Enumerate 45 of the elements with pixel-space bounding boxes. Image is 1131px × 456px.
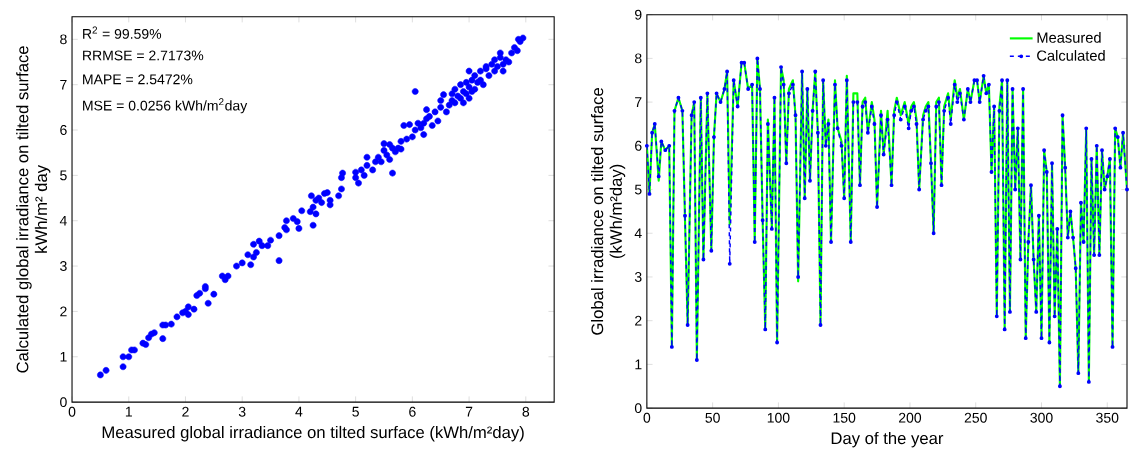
y-axis-title: Calculated global irradiance on tilted surface kWh/m² day	[16, 46, 51, 373]
legend-label: Calculated	[1037, 49, 1105, 61]
y-tick-label: 8	[634, 53, 642, 64]
x-tick-label: 8	[522, 406, 530, 417]
x-tick-label: 5	[352, 406, 359, 417]
annotation: MAPE = 2.5472%	[83, 74, 193, 85]
x-tick-label: 150	[833, 412, 856, 423]
y-tick-label: 0	[60, 397, 67, 408]
x-tick-label: 300	[1030, 412, 1053, 423]
legend-label: Measured	[1037, 32, 1101, 43]
x-tick-label: 4	[295, 406, 303, 417]
y-tick-label: 5	[60, 170, 67, 181]
x-tick-label: 100	[767, 412, 790, 423]
y-tick-label: 9	[635, 9, 642, 20]
x-tick-label: 0	[68, 406, 76, 417]
annotation: MSE = 0.0256 kWh/m$^{2}$day	[83, 98, 248, 114]
y-tick-label: 3	[60, 261, 67, 271]
annotation: RRMSE = 2.7173%	[83, 50, 204, 61]
x-tick-label: 7	[465, 406, 473, 417]
x-axis-title: Measured global irradiance on tilted surface (kWh/m²day)	[102, 425, 524, 442]
annotation: R$^{2}$ = 99.59%	[83, 26, 162, 39]
y-tick-label: 6	[60, 125, 67, 135]
y-tick-label: 6	[635, 140, 642, 151]
y-tick-label: 1	[635, 359, 642, 370]
y-axis-title: Global irradiance on tilted surface (kWh/m²day)	[590, 87, 626, 335]
y-tick-label: 2	[60, 306, 67, 317]
y-tick-label: 5	[634, 184, 642, 195]
x-tick-label: 250	[964, 412, 987, 423]
x-tick-label: 200	[898, 412, 922, 423]
y-tick-label: 3	[634, 271, 642, 282]
y-tick-label: 8	[60, 34, 67, 45]
y-tick-label: 7	[635, 97, 642, 107]
y-tick-label: 1	[60, 351, 67, 362]
x-tick-label: 1	[125, 406, 132, 417]
x-tick-label: 3	[238, 406, 246, 417]
x-axis-title: Day of the year	[831, 431, 944, 448]
x-tick-label: 2	[182, 406, 189, 417]
x-tick-label: 6	[409, 406, 416, 417]
y-tick-label: 7	[60, 79, 67, 90]
y-tick-label: 4	[59, 215, 67, 226]
x-tick-label: 50	[705, 412, 720, 423]
y-tick-label: 4	[634, 228, 642, 238]
y-tick-label: 2	[635, 315, 642, 326]
x-tick-label: 0	[643, 412, 651, 423]
x-tick-label: 350	[1096, 412, 1119, 423]
